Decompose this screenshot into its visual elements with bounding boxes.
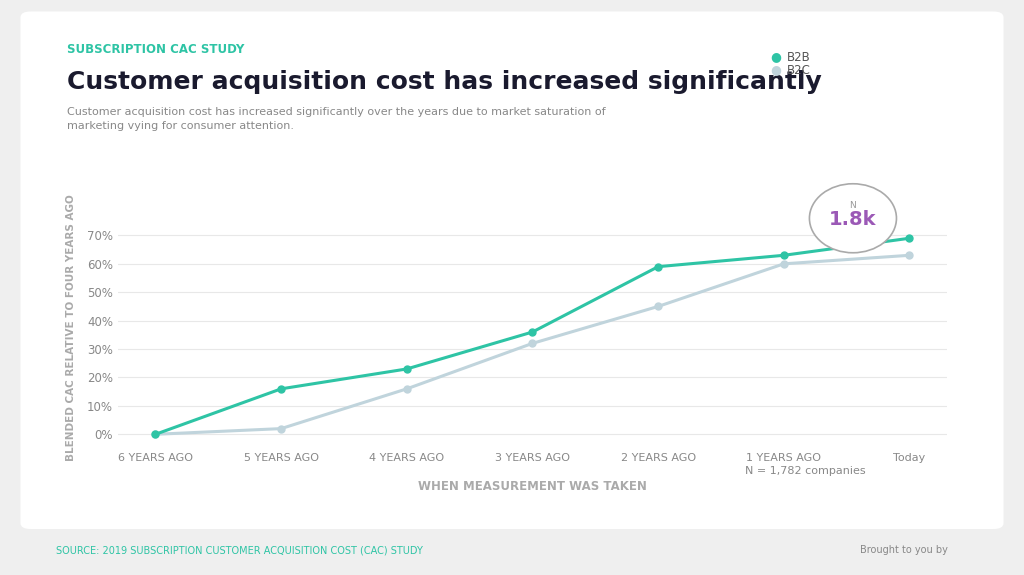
Text: 1.8k: 1.8k <box>829 210 877 229</box>
Text: Customer acquisition cost has increased significantly over the years due to mark: Customer acquisition cost has increased … <box>67 106 605 131</box>
Text: ●: ● <box>770 51 781 63</box>
Text: Customer acquisition cost has increased significantly: Customer acquisition cost has increased … <box>67 70 821 94</box>
Text: SUBSCRIPTION CAC STUDY: SUBSCRIPTION CAC STUDY <box>67 43 244 56</box>
Y-axis label: BLENDED CAC RELATIVE TO FOUR YEARS AGO: BLENDED CAC RELATIVE TO FOUR YEARS AGO <box>66 194 76 461</box>
X-axis label: WHEN MEASUREMENT WAS TAKEN: WHEN MEASUREMENT WAS TAKEN <box>418 480 647 493</box>
Text: N: N <box>850 201 856 210</box>
Text: ●: ● <box>770 63 781 76</box>
Text: B2C: B2C <box>786 64 810 76</box>
Text: N = 1,782 companies: N = 1,782 companies <box>744 466 865 476</box>
Text: Brought to you by: Brought to you by <box>860 545 948 555</box>
Text: SOURCE: 2019 SUBSCRIPTION CUSTOMER ACQUISITION COST (CAC) STUDY: SOURCE: 2019 SUBSCRIPTION CUSTOMER ACQUI… <box>56 545 423 555</box>
Text: B2B: B2B <box>786 51 810 64</box>
